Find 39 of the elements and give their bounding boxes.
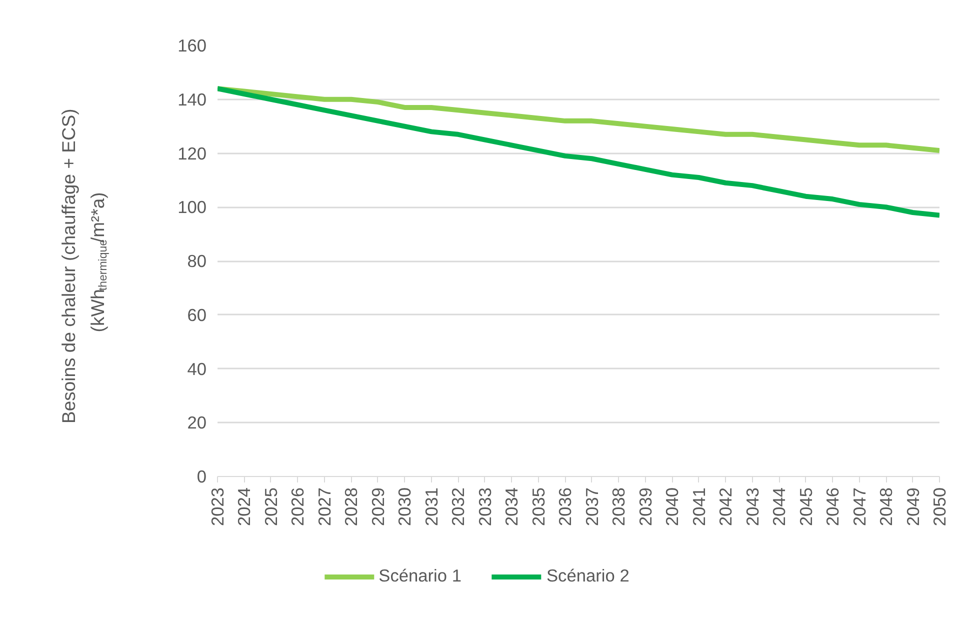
x-tick-label: 2037 — [582, 487, 602, 526]
x-tick-label: 2033 — [474, 487, 495, 526]
y-tick-label: 160 — [178, 36, 207, 56]
x-tick-label: 2046 — [822, 487, 843, 526]
x-tick-label: 2025 — [260, 487, 281, 526]
x-tick-label: 2047 — [849, 487, 870, 526]
y-tick-label: 0 — [196, 466, 207, 486]
x-tick-label: 2026 — [288, 487, 308, 526]
y-tick-label: 80 — [187, 251, 207, 271]
x-tick-label: 2029 — [368, 487, 388, 526]
y-tick-label: 100 — [178, 197, 207, 218]
x-tick-label: 2040 — [662, 487, 682, 526]
x-tick-label: 2038 — [608, 487, 629, 526]
x-tick-label: 2050 — [930, 487, 950, 526]
legend-label: Scénario 2 — [546, 566, 630, 586]
y-tick-label: 140 — [178, 89, 207, 110]
x-tick-label: 2023 — [208, 487, 228, 526]
x-tick-label: 2030 — [394, 487, 415, 526]
x-tick-label: 2042 — [716, 487, 736, 526]
x-tick-label: 2034 — [502, 487, 522, 526]
x-tick-label: 2032 — [448, 487, 468, 526]
x-tick-label: 2049 — [902, 487, 923, 526]
x-tick-label: 2043 — [742, 487, 762, 526]
legend-label: Scénario 1 — [378, 566, 462, 586]
x-tick-label: 2045 — [796, 487, 816, 526]
y-tick-label: 60 — [187, 304, 207, 325]
y-tick-label: 120 — [178, 143, 207, 164]
x-tick-label: 2024 — [234, 487, 254, 526]
y-tick-label: 20 — [187, 412, 207, 433]
x-tick-label: 2031 — [421, 487, 442, 526]
y-tick-label: 40 — [187, 358, 207, 379]
x-tick-label: 2039 — [635, 487, 656, 526]
x-tick-label: 2036 — [555, 487, 576, 526]
x-tick-label: 2035 — [528, 487, 548, 526]
x-tick-label: 2044 — [769, 487, 790, 526]
x-tick-label: 2027 — [314, 487, 334, 526]
x-tick-label: 2048 — [876, 487, 896, 526]
x-tick-label: 2041 — [688, 487, 709, 526]
x-tick-label: 2028 — [341, 487, 362, 526]
